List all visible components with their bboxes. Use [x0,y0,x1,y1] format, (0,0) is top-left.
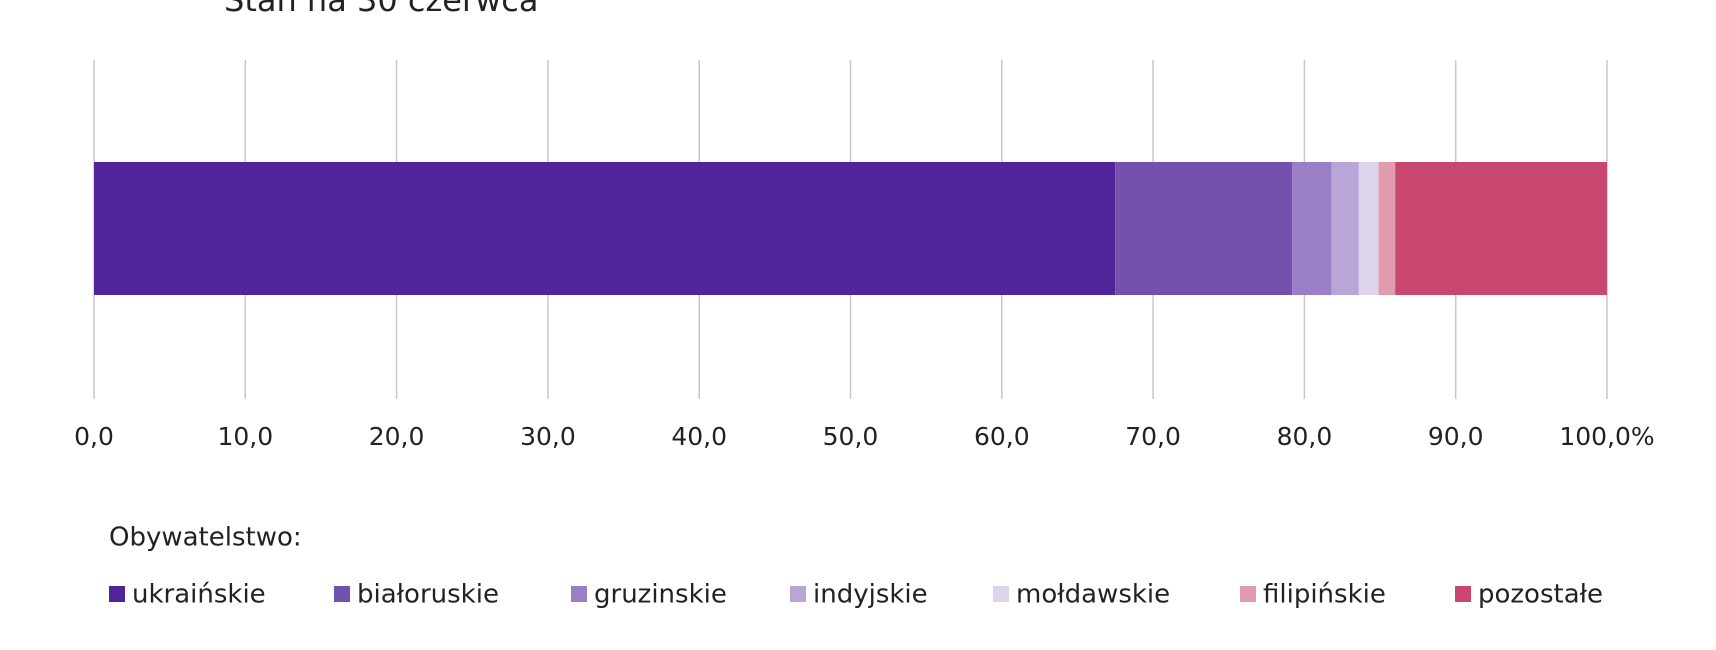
legend-swatch [334,586,350,602]
bar-segment [1331,162,1359,295]
x-tick-label: 70,0 [1125,422,1181,451]
legend-label: białoruskie [357,580,499,610]
x-tick-label: 80,0 [1277,422,1333,451]
legend-swatch [109,586,125,602]
legend-label: mołdawskie [1016,580,1170,610]
x-tick-label: 40,0 [671,422,727,451]
legend-label: pozostałe [1478,580,1603,610]
legend-label: ukraińskie [132,580,266,610]
bar-segment [1358,162,1379,295]
x-tick-label: 30,0 [520,422,576,451]
legend-swatch [1455,586,1471,602]
x-tick-label: 20,0 [369,422,425,451]
bar-segment [1378,162,1396,295]
bar-segment [94,162,1116,295]
x-tick-label: 100,0% [1559,422,1654,451]
legend-label: gruzinskie [594,580,727,610]
legend-swatch [1240,586,1256,602]
legend-label: indyjskie [813,580,928,610]
x-tick-label: 10,0 [217,422,273,451]
x-tick-label: 50,0 [823,422,879,451]
x-tick-label: 90,0 [1428,422,1484,451]
legend-label: filipińskie [1263,580,1386,610]
chart-subtitle: Stan na 30 czerwca [224,0,538,19]
legend-swatch [790,586,806,602]
x-tick-label: 0,0 [74,422,114,451]
bar-segment [1395,162,1607,295]
x-tick-label: 60,0 [974,422,1030,451]
bar-segment [1292,162,1332,295]
legend-title: Obywatelstwo: [109,523,302,553]
bar-segment [1115,162,1293,295]
legend-swatch [993,586,1009,602]
legend-swatch [571,586,587,602]
